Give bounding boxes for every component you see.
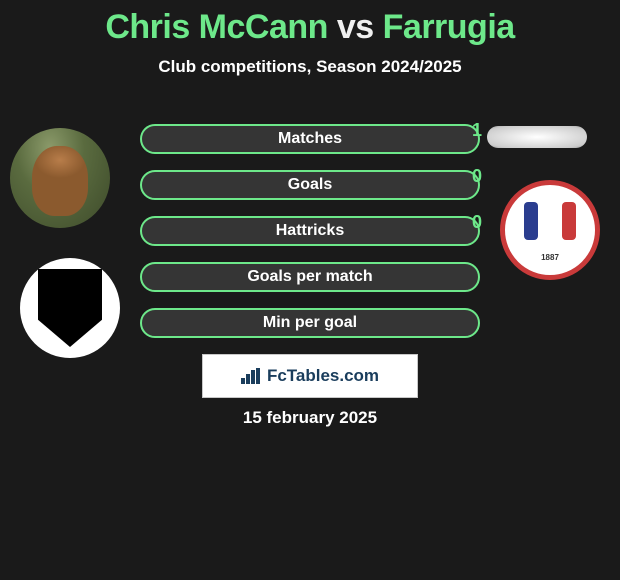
badge-figure-left	[524, 202, 538, 240]
stat-label: Hattricks	[276, 222, 344, 240]
stat-row-goals-per-match: Goals per match	[140, 262, 480, 292]
player2-name: Farrugia	[383, 8, 515, 46]
vs-text: vs	[337, 8, 374, 46]
date-text: 15 february 2025	[0, 408, 620, 428]
stat-row-hattricks: Hattricks 0	[140, 216, 480, 246]
stat-label: Goals per match	[247, 268, 372, 286]
stat-label: Goals	[288, 176, 332, 194]
brand-text: FcTables.com	[267, 366, 379, 386]
stat-value: 1	[472, 120, 482, 141]
subtitle: Club competitions, Season 2024/2025	[0, 57, 620, 77]
player2-club-badge: 1887	[500, 180, 600, 280]
stat-label: Min per goal	[263, 314, 357, 332]
stat-label: Matches	[278, 130, 342, 148]
badge-figure-right	[562, 202, 576, 240]
shield-icon	[38, 269, 102, 347]
stats-container: Matches 1 Goals 0 Hattricks 0 Goals per …	[140, 124, 480, 354]
badge-year: 1887	[520, 253, 580, 262]
player1-name: Chris McCann	[105, 8, 328, 46]
page-title: Chris McCann vs Farrugia	[0, 0, 620, 47]
brand-box[interactable]: FcTables.com	[202, 354, 418, 398]
bar-chart-icon	[241, 368, 261, 384]
stat-value: 0	[472, 166, 482, 187]
stat-value: 0	[472, 212, 482, 233]
stat-row-matches: Matches 1	[140, 124, 480, 154]
player2-avatar	[487, 126, 587, 148]
player1-club-badge	[20, 258, 120, 358]
player1-avatar	[10, 128, 110, 228]
stat-row-goals: Goals 0	[140, 170, 480, 200]
stat-row-min-per-goal: Min per goal	[140, 308, 480, 338]
